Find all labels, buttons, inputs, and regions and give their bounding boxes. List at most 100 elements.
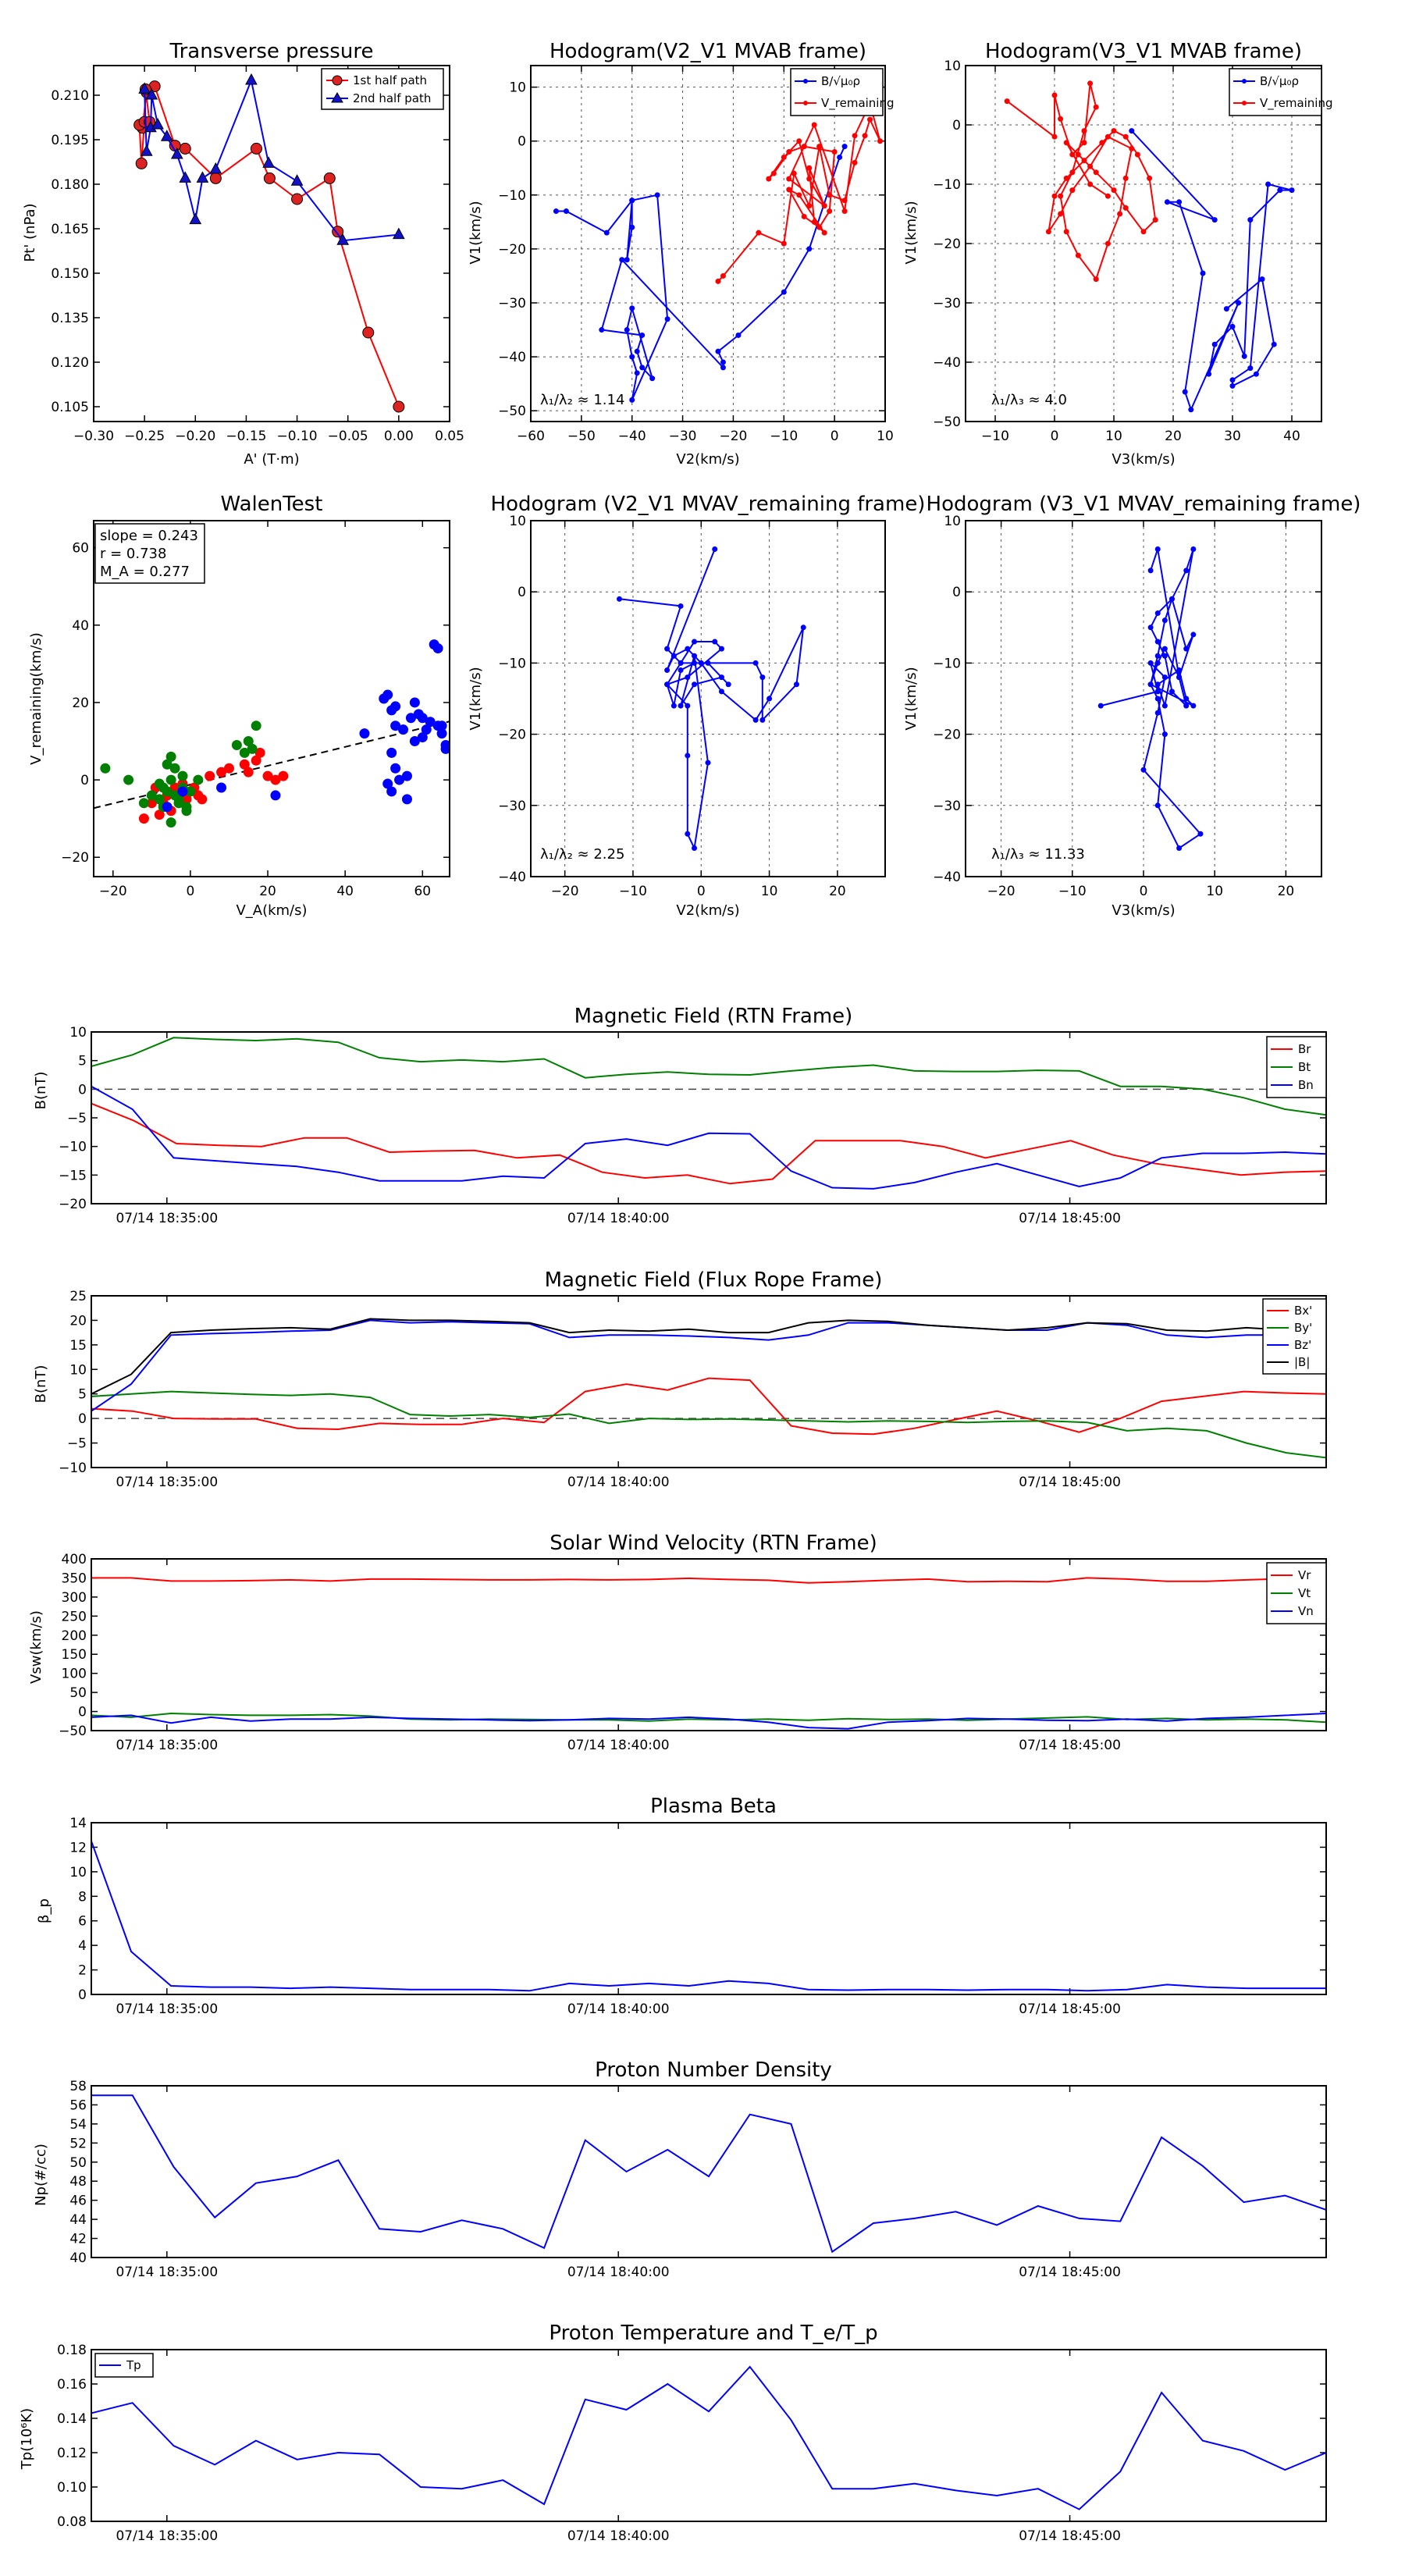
beta-ytick-label-5: 10 <box>69 1865 87 1880</box>
h4-series-0-point-2 <box>1147 660 1154 666</box>
h1-series-group <box>553 100 884 403</box>
h3-series-0-point-14 <box>725 681 731 688</box>
h4-series-group <box>1097 546 1204 852</box>
walen-ytick-label-1: 0 <box>80 773 89 788</box>
walen-series-2-point-30 <box>390 701 401 712</box>
panel-transverse-pressure: Transverse pressure A' (T·m) Pt' (nPa) <box>22 40 373 468</box>
walen-r: r = 0.738 <box>100 546 166 562</box>
h1-series-1-point-9 <box>852 159 858 165</box>
tp-series-0-point-6 <box>250 142 262 155</box>
vsw-legend-vn: Vn <box>1298 1604 1314 1618</box>
tp-series-1-point-11 <box>245 73 258 85</box>
vsw-ytick-label-1: 0 <box>78 1705 87 1720</box>
tp-series-0-point-8 <box>179 142 191 155</box>
mag_rtn-xtick-label-1: 07/14 18:40:00 <box>567 1211 670 1226</box>
h1-series-0-point-26 <box>837 154 843 160</box>
vsw-axes-frame <box>91 1558 1327 1731</box>
h3-series-0-point-25 <box>752 660 759 666</box>
h2-series-0-point-7 <box>1236 300 1242 306</box>
h1-series-1-point-29 <box>786 149 792 155</box>
tp-series-0-point-2 <box>332 226 344 238</box>
h2-series-1-point-34 <box>1111 187 1117 194</box>
h3-xtick-label-0: −20 <box>551 884 579 899</box>
walen-series-2-point-3 <box>270 790 281 801</box>
h3-series-0-point-1 <box>678 603 684 609</box>
mag_rtn-series-0-line <box>91 1102 1326 1185</box>
h3-ylabel: V1(km/s) <box>468 667 484 730</box>
mag_rtn-xtick-label-0: 07/14 18:35:00 <box>116 1211 218 1226</box>
h4-series-0-point-12 <box>1154 653 1161 659</box>
walen-series-2-point-27 <box>436 720 447 731</box>
walen-xtick-label-4: 60 <box>414 884 431 899</box>
vsw-ylabel: Vsw(km/s) <box>28 1610 44 1684</box>
h1-series-0-point-2 <box>603 229 610 236</box>
h1-legend-text-2: V_remaining <box>821 96 895 111</box>
tp-series-1-point-5 <box>160 130 173 141</box>
walen-series-2-point-28 <box>440 743 450 754</box>
h1-series-0-point-27 <box>841 144 848 150</box>
walen-series-1-point-18 <box>231 739 242 750</box>
walen-series-1-point-21 <box>247 743 258 754</box>
walen-series-2-point-15 <box>386 747 397 758</box>
h4-xtick-label-3: 10 <box>1206 884 1223 899</box>
h3-series-0-point-10 <box>692 653 698 659</box>
h3-series-0-point-22 <box>670 703 677 709</box>
h2-ytick-label-2: −30 <box>933 296 961 311</box>
beta-ytick-label-7: 14 <box>69 1816 87 1831</box>
h1-series-1-point-21 <box>821 229 827 236</box>
h1-series-1-point-1 <box>720 272 726 279</box>
tp-series-1-point-7 <box>179 171 192 183</box>
h1-series-0-point-20 <box>720 365 726 371</box>
h3-series-0-point-34 <box>685 646 691 652</box>
h1-xlabel: V2(km/s) <box>676 451 739 468</box>
h2-xtick-label-2: 10 <box>1105 429 1122 444</box>
h2-series-0-point-20 <box>1271 341 1277 347</box>
mag-rtn-legend-bn: Bn <box>1298 1078 1314 1092</box>
h2-series-1-point-17 <box>1129 145 1135 151</box>
h4-series-0-point-16 <box>1190 632 1197 638</box>
h2-eigen-ratio: λ₁/λ₃ ≈ 4.0 <box>991 392 1067 408</box>
h3-series-0-point-24 <box>692 660 698 666</box>
mag_fr-ytick-label-4: 10 <box>69 1362 87 1378</box>
h4-xlabel: V3(km/s) <box>1112 902 1175 919</box>
walen-series-1-point-26 <box>154 778 165 789</box>
tp-series-1-point-12 <box>262 156 275 168</box>
tp-plot-area <box>133 73 405 413</box>
walen-series-1-point-13 <box>193 774 204 785</box>
h1-series-1-point-22 <box>796 192 802 198</box>
walen-axes-frame <box>93 520 450 877</box>
walen-ma: M_A = 0.277 <box>100 564 190 580</box>
walen-ytick-label-2: 20 <box>72 696 89 711</box>
h1-series-0-point-5 <box>624 257 630 263</box>
h4-xtick-label-0: −20 <box>987 884 1016 899</box>
h1-ytick-label-3: −20 <box>498 242 526 258</box>
h3-ytick-label-2: −20 <box>498 728 526 743</box>
h2-series-1-point-5 <box>1081 140 1087 146</box>
panel-plasma-beta: Plasma Beta β_p <box>36 1795 777 1923</box>
walen-series-1-point-22 <box>251 720 261 731</box>
walen-series-0-point-17 <box>243 767 254 777</box>
tp_temp-ytick-label-1: 0.10 <box>57 2480 87 2496</box>
h1-series-1-point-15 <box>841 208 848 215</box>
h1-series-1-point-30 <box>770 170 777 176</box>
h2-ytick-label-4: −10 <box>933 177 961 193</box>
h4-series-0-point-22 <box>1147 624 1154 631</box>
h4-xtick-label-2: 0 <box>1140 884 1148 899</box>
h1-series-1-point-32 <box>781 154 787 160</box>
tp_temp-axes-frame <box>91 2349 1327 2522</box>
mag_fr-ytick-label-7: 25 <box>69 1289 87 1304</box>
h4-xtick-label-1: −10 <box>1058 884 1087 899</box>
mag-rtn-legend-bt: Bt <box>1298 1060 1311 1074</box>
h4-ytick-label-2: −20 <box>933 728 961 743</box>
np-ytick-label-8: 56 <box>69 2097 87 2113</box>
tp-series-1-point-4 <box>151 117 164 130</box>
h2-series-0-point-6 <box>1188 407 1194 413</box>
h3-xtick-label-4: 20 <box>829 884 846 899</box>
vsw-legend-vr: Vr <box>1298 1568 1311 1582</box>
tp-series-0-point-4 <box>291 193 304 205</box>
h1-series-1-point-35 <box>821 203 827 209</box>
h4-series-0-point-24 <box>1168 596 1175 602</box>
walen-series-group <box>94 639 450 828</box>
beta-ytick-label-0: 0 <box>78 1987 87 2003</box>
h3-series-0-point-26 <box>759 674 766 681</box>
